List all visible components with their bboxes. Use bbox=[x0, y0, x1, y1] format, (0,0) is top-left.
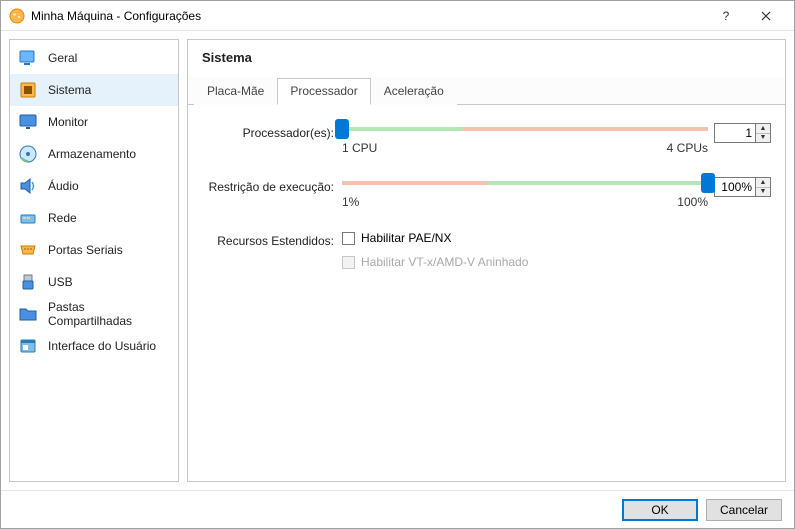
sidebar-item-system[interactable]: Sistema bbox=[10, 74, 178, 106]
processors-row: Processador(es): 1 CPU 4 CPUs bbox=[202, 123, 771, 155]
processors-spinbox[interactable]: ▲ ▼ bbox=[714, 123, 771, 143]
pae-nx-checkbox[interactable] bbox=[342, 232, 355, 245]
tab-acceleration[interactable]: Aceleração bbox=[371, 78, 457, 105]
storage-icon bbox=[18, 144, 38, 164]
window-title: Minha Máquina - Configurações bbox=[31, 9, 706, 23]
sidebar-item-label: Portas Seriais bbox=[48, 243, 123, 257]
sidebar-item-label: Pastas Compartilhadas bbox=[48, 300, 170, 328]
processors-input[interactable] bbox=[714, 123, 756, 143]
sidebar-item-audio[interactable]: Áudio bbox=[10, 170, 178, 202]
exec-cap-spin-up[interactable]: ▲ bbox=[756, 178, 770, 188]
sidebar-item-label: Interface do Usuário bbox=[48, 339, 156, 353]
sidebar-item-storage[interactable]: Armazenamento bbox=[10, 138, 178, 170]
folder-icon bbox=[18, 304, 38, 324]
exec-cap-min-label: 1% bbox=[342, 195, 359, 209]
tab-content: Processador(es): 1 CPU 4 CPUs bbox=[188, 105, 785, 289]
section-title: Sistema bbox=[188, 40, 785, 77]
nested-vtx-label: Habilitar VT-x/AMD-V Aninhado bbox=[361, 255, 528, 269]
tab-motherboard[interactable]: Placa-Mãe bbox=[194, 78, 277, 105]
nested-vtx-option: Habilitar VT-x/AMD-V Aninhado bbox=[342, 255, 528, 269]
sidebar-item-label: USB bbox=[48, 275, 73, 289]
main-panel: Sistema Placa-Mãe Processador Aceleração… bbox=[187, 39, 786, 482]
sidebar-item-shared-folders[interactable]: Pastas Compartilhadas bbox=[10, 298, 178, 330]
pae-nx-option[interactable]: Habilitar PAE/NX bbox=[342, 231, 451, 245]
ok-button[interactable]: OK bbox=[622, 499, 698, 521]
sidebar-item-network[interactable]: Rede bbox=[10, 202, 178, 234]
exec-cap-spin-down[interactable]: ▼ bbox=[756, 188, 770, 197]
exec-cap-label: Restrição de execução: bbox=[202, 177, 342, 194]
sidebar-item-label: Armazenamento bbox=[48, 147, 136, 161]
sidebar-item-general[interactable]: Geral bbox=[10, 42, 178, 74]
ui-icon bbox=[18, 336, 38, 356]
sidebar-item-monitor[interactable]: Monitor bbox=[10, 106, 178, 138]
titlebar: Minha Máquina - Configurações ? bbox=[1, 1, 794, 31]
sidebar-item-ui[interactable]: Interface do Usuário bbox=[10, 330, 178, 362]
sidebar-item-label: Monitor bbox=[48, 115, 88, 129]
sidebar: Geral Sistema Monitor Armazenamento Áudi… bbox=[9, 39, 179, 482]
nested-vtx-checkbox bbox=[342, 256, 355, 269]
system-icon bbox=[18, 80, 38, 100]
exec-cap-slider[interactable]: 1% 100% bbox=[342, 177, 708, 209]
exec-cap-max-label: 100% bbox=[677, 195, 708, 209]
processors-slider-thumb[interactable] bbox=[335, 119, 349, 139]
network-icon bbox=[18, 208, 38, 228]
processors-spin-down[interactable]: ▼ bbox=[756, 134, 770, 143]
sidebar-item-label: Geral bbox=[48, 51, 77, 65]
processors-label: Processador(es): bbox=[202, 123, 342, 140]
exec-cap-row: Restrição de execução: 1% 100% bbox=[202, 177, 771, 209]
sidebar-item-label: Áudio bbox=[48, 179, 79, 193]
help-button[interactable]: ? bbox=[706, 2, 746, 30]
processors-slider[interactable]: 1 CPU 4 CPUs bbox=[342, 123, 708, 155]
serial-icon bbox=[18, 240, 38, 260]
close-button[interactable] bbox=[746, 2, 786, 30]
dialog-body: Geral Sistema Monitor Armazenamento Áudi… bbox=[1, 31, 794, 490]
audio-icon bbox=[18, 176, 38, 196]
processors-spin-up[interactable]: ▲ bbox=[756, 124, 770, 134]
sidebar-item-usb[interactable]: USB bbox=[10, 266, 178, 298]
processors-max-label: 4 CPUs bbox=[667, 141, 708, 155]
sidebar-item-label: Sistema bbox=[48, 83, 91, 97]
exec-cap-input[interactable] bbox=[714, 177, 756, 197]
app-icon bbox=[9, 8, 25, 24]
tabbar: Placa-Mãe Processador Aceleração bbox=[188, 77, 785, 105]
processors-min-label: 1 CPU bbox=[342, 141, 377, 155]
pae-nx-label: Habilitar PAE/NX bbox=[361, 231, 451, 245]
exec-cap-spinbox[interactable]: ▲ ▼ bbox=[714, 177, 771, 197]
sidebar-item-serial[interactable]: Portas Seriais bbox=[10, 234, 178, 266]
sidebar-item-label: Rede bbox=[48, 211, 77, 225]
exec-cap-slider-thumb[interactable] bbox=[701, 173, 715, 193]
general-icon bbox=[18, 48, 38, 68]
settings-window: Minha Máquina - Configurações ? Geral Si… bbox=[0, 0, 795, 529]
cancel-button[interactable]: Cancelar bbox=[706, 499, 782, 521]
usb-icon bbox=[18, 272, 38, 292]
dialog-footer: OK Cancelar bbox=[1, 490, 794, 528]
extended-row: Recursos Estendidos: Habilitar PAE/NX Ha… bbox=[202, 231, 771, 279]
extended-label: Recursos Estendidos: bbox=[202, 231, 342, 248]
monitor-icon bbox=[18, 112, 38, 132]
tab-processor[interactable]: Processador bbox=[277, 78, 370, 105]
